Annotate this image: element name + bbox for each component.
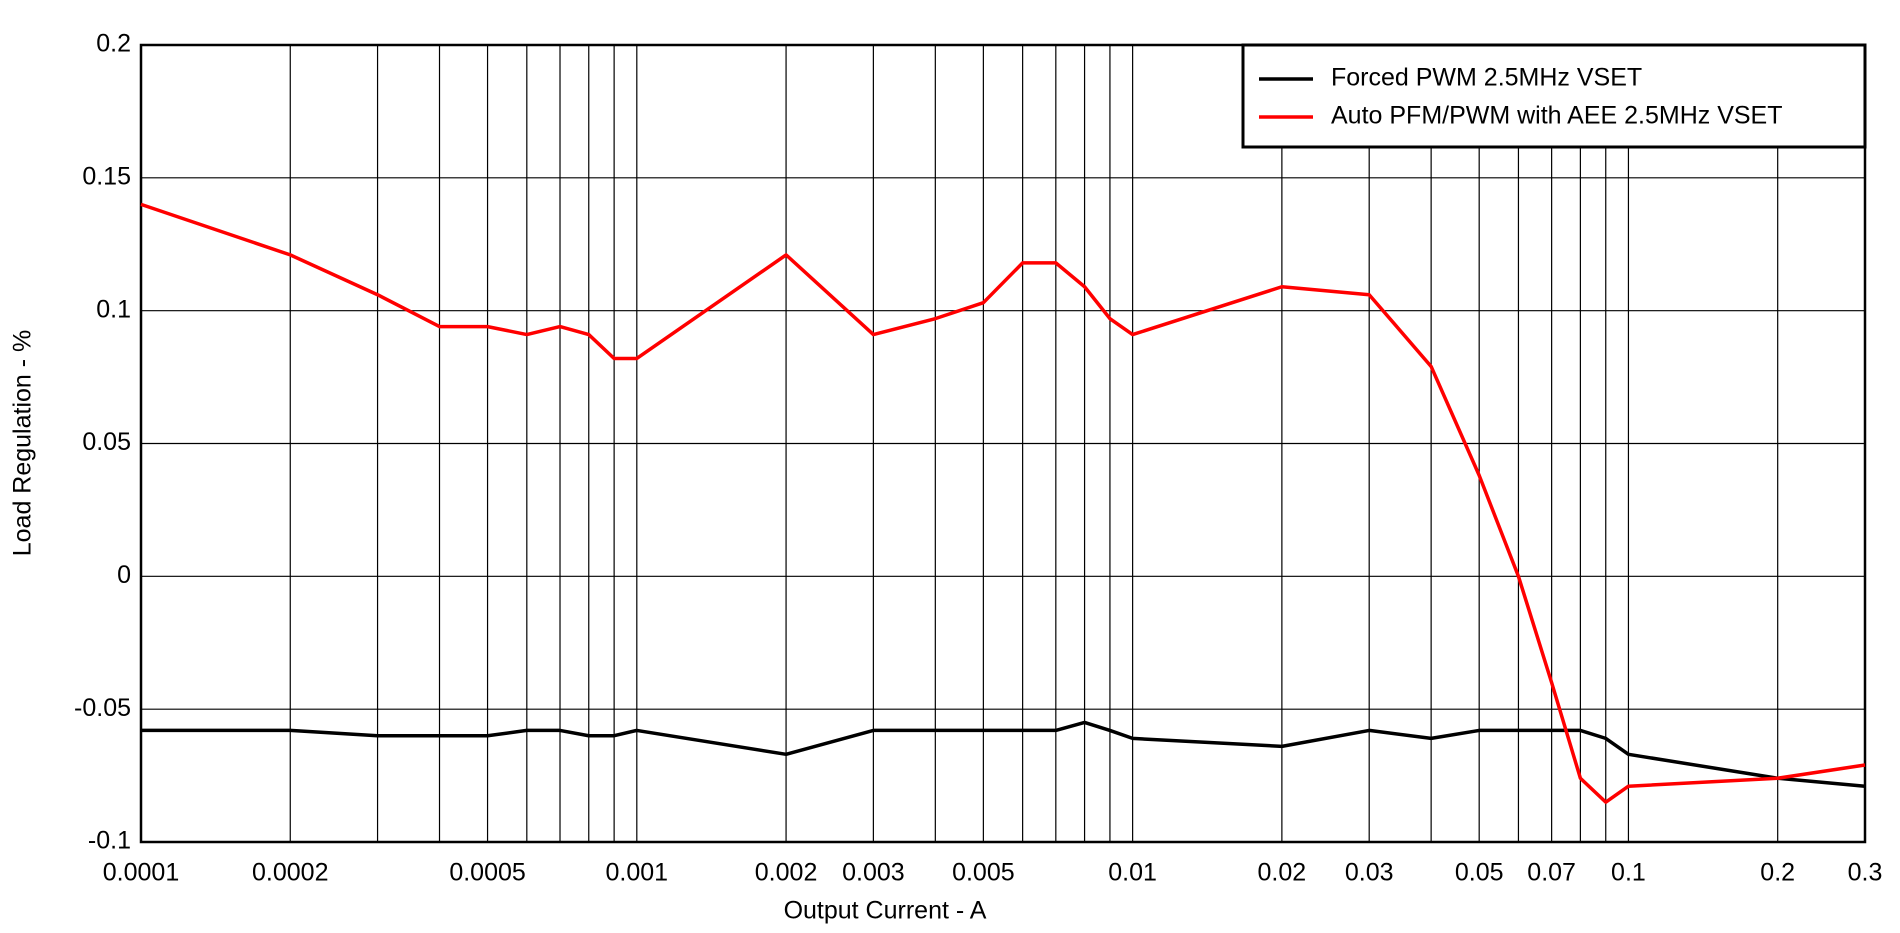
y-tick-label: 0 bbox=[117, 561, 131, 589]
x-tick-label: 0.0002 bbox=[252, 859, 328, 887]
legend-label: Auto PFM/PWM with AEE 2.5MHz VSET bbox=[1331, 102, 1783, 130]
y-tick-label: 0.15 bbox=[82, 162, 131, 190]
x-tick-label: 0.1 bbox=[1611, 859, 1646, 887]
x-tick-label: 0.0005 bbox=[449, 859, 525, 887]
x-tick-label: 0.2 bbox=[1760, 859, 1795, 887]
x-tick-label: 0.01 bbox=[1108, 859, 1157, 887]
x-tick-label: 0.05 bbox=[1455, 859, 1504, 887]
x-tick-label: 0.0001 bbox=[103, 859, 179, 887]
legend-label: Forced PWM 2.5MHz VSET bbox=[1331, 64, 1642, 92]
x-tick-label: 0.003 bbox=[842, 859, 905, 887]
y-tick-label: -0.05 bbox=[74, 694, 131, 722]
data-line bbox=[140, 202, 1866, 804]
x-tick-label: 0.03 bbox=[1345, 859, 1394, 887]
y-tick-label: 0.1 bbox=[96, 295, 131, 323]
data-line bbox=[141, 720, 1866, 788]
legend-box bbox=[1241, 43, 1867, 149]
x-axis-label: Output Current - A bbox=[784, 897, 987, 925]
x-tick-label: 0.005 bbox=[952, 859, 1015, 887]
y-tick-label: 0.05 bbox=[82, 428, 131, 456]
y-tick-label: -0.1 bbox=[88, 827, 131, 855]
x-tick-label: 0.07 bbox=[1527, 859, 1576, 887]
y-axis-label: Load Regulation - % bbox=[9, 330, 37, 557]
x-tick-label: 0.02 bbox=[1258, 859, 1307, 887]
y-tick-label: 0.2 bbox=[96, 30, 131, 58]
x-tick-label: 0.001 bbox=[606, 859, 669, 887]
x-tick-label: 0.002 bbox=[755, 859, 818, 887]
x-tick-label: 0.3 bbox=[1848, 859, 1883, 887]
plot-frame bbox=[139, 43, 1867, 844]
